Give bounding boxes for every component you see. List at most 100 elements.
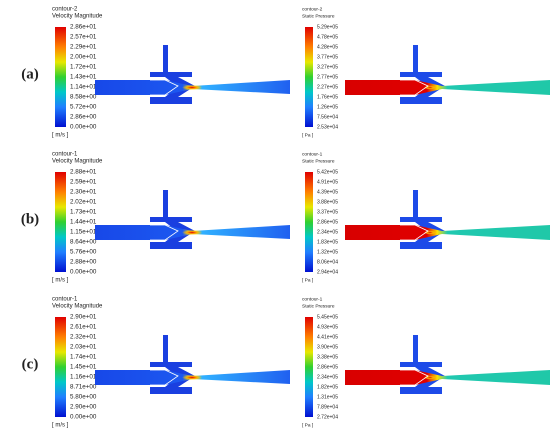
colorbar-tick-label: 1.45e+01 <box>70 364 97 371</box>
unit: [ m/s ] <box>52 423 69 429</box>
colorbar-tick-label: 4.41e+05 <box>317 334 338 340</box>
colorbar-tick-label: 2.02e+01 <box>70 199 97 206</box>
nozzle-edge <box>400 79 429 96</box>
colorbar-tick-label: 4.78e+05 <box>317 34 338 40</box>
inlet-stem <box>163 45 168 72</box>
colorbar-tick-label: 5.29e+05 <box>317 24 338 30</box>
colorbar-tick-label: 4.39e+05 <box>317 189 338 195</box>
colorbar-tick-label: 1.32e+05 <box>317 249 338 255</box>
colorbar-tick-label: 2.29e+01 <box>70 44 97 51</box>
colorbar-tick-label: 1.16e+01 <box>70 374 97 381</box>
nozzle-edge <box>400 224 429 241</box>
colorbar-tick-label: 2.34e+05 <box>317 229 338 235</box>
quantity-name: Velocity Magnitude <box>52 159 103 165</box>
colorbar-tick-label: 1.26e+05 <box>317 104 338 110</box>
colorbar-tick-label: 1.43e+01 <box>70 74 97 81</box>
inlet-stem <box>413 190 418 217</box>
colorbar-tick-label: 5.80e+00 <box>70 394 97 401</box>
colorbar-tick-label: 2.57e+01 <box>70 34 97 41</box>
colorbar <box>55 27 66 127</box>
panel-label: (a) <box>21 66 39 82</box>
colorbar-tick-label: 2.86e+05 <box>317 219 338 225</box>
colorbar-tick-label: 2.94e+04 <box>317 269 338 275</box>
panel-label: (c) <box>22 356 39 372</box>
unit: [ Pa ] <box>302 277 313 283</box>
quantity-name: Static Pressure <box>302 303 335 309</box>
colorbar-tick-label: 1.83e+05 <box>317 239 338 245</box>
colorbar-tick-label: 5.45e+05 <box>317 314 338 320</box>
contour-name: contour-1 <box>52 152 78 158</box>
colorbar-tick-label: 3.77e+05 <box>317 54 338 60</box>
colorbar-tick-label: 2.61e+01 <box>70 324 97 331</box>
colorbar-tick-label: 2.30e+01 <box>70 189 97 196</box>
colorbar-tick-label: 3.37e+05 <box>317 209 338 215</box>
unit: [ Pa ] <box>302 132 313 138</box>
colorbar-tick-label: 2.32e+01 <box>70 334 97 341</box>
inlet-stem <box>413 335 418 362</box>
hot-spot <box>182 375 202 380</box>
flow-channel <box>345 225 550 240</box>
colorbar-tick-label: 7.56e+04 <box>317 114 338 120</box>
colorbar-tick-label: 1.44e+01 <box>70 219 97 226</box>
flow-channel <box>345 80 550 95</box>
colorbar-tick-label: 1.15e+01 <box>70 229 97 236</box>
colorbar-tick-label: 2.00e+01 <box>70 54 97 61</box>
nozzle-edge <box>150 79 179 96</box>
colorbar-tick-label: 8.71e+00 <box>70 384 97 391</box>
colorbar-tick-label: 2.88e+01 <box>70 169 97 176</box>
colorbar-tick-label: 0.00e+00 <box>70 124 97 131</box>
colorbar-tick-label: 1.74e+01 <box>70 354 97 361</box>
flow-channel <box>345 370 550 385</box>
quantity-name: Velocity Magnitude <box>52 304 103 310</box>
contour-name: contour-2 <box>52 7 78 13</box>
inlet-stem <box>413 45 418 72</box>
colorbar-tick-label: 2.34e+05 <box>317 374 338 380</box>
colorbar-tick-label: 2.86e+01 <box>70 24 97 31</box>
contour-name: contour-1 <box>302 296 323 302</box>
panel-label: (b) <box>21 211 39 227</box>
colorbar <box>55 317 66 417</box>
colorbar-tick-label: 1.31e+05 <box>317 394 338 400</box>
colorbar-tick-label: 2.53e+04 <box>317 124 338 130</box>
colorbar-tick-label: 7.89e+04 <box>317 404 338 410</box>
colorbar-tick-label: 1.76e+05 <box>317 94 338 100</box>
colorbar-tick-label: 5.76e+00 <box>70 249 97 256</box>
quantity-name: Static Pressure <box>302 13 335 19</box>
colorbar-tick-label: 2.03e+01 <box>70 344 97 351</box>
colorbar-tick-label: 8.06e+04 <box>317 259 338 265</box>
colorbar-tick-label: 2.72e+04 <box>317 414 338 420</box>
colorbar-tick-label: 3.90e+05 <box>317 344 338 350</box>
colorbar-tick-label: 4.28e+05 <box>317 44 338 50</box>
colorbar-tick-label: 3.27e+05 <box>317 64 338 70</box>
colorbar-tick-label: 8.58e+00 <box>70 94 97 101</box>
colorbar-tick-label: 2.86e+05 <box>317 364 338 370</box>
colorbar-tick-label: 4.93e+05 <box>317 324 338 330</box>
colorbar-tick-label: 2.86e+00 <box>70 114 97 121</box>
colorbar-tick-label: 3.88e+05 <box>317 199 338 205</box>
unit: [ m/s ] <box>52 133 69 139</box>
unit: [ Pa ] <box>302 422 313 428</box>
colorbar-tick-label: 0.00e+00 <box>70 269 97 276</box>
colorbar <box>305 172 313 272</box>
nozzle-edge <box>400 369 429 386</box>
colorbar-tick-label: 1.82e+05 <box>317 384 338 390</box>
contour-name: contour-2 <box>302 6 323 12</box>
contour-name: contour-1 <box>52 297 78 303</box>
colorbar-tick-label: 8.64e+00 <box>70 239 97 246</box>
colorbar-tick-label: 5.72e+00 <box>70 104 97 111</box>
colorbar-tick-label: 2.90e+00 <box>70 404 97 411</box>
colorbar-tick-label: 0.00e+00 <box>70 414 97 421</box>
colorbar <box>305 27 313 127</box>
colorbar <box>305 317 313 417</box>
colorbar-tick-label: 2.77e+05 <box>317 74 338 80</box>
colorbar-tick-label: 4.91e+05 <box>317 179 338 185</box>
colorbar-tick-label: 2.90e+01 <box>70 314 97 321</box>
